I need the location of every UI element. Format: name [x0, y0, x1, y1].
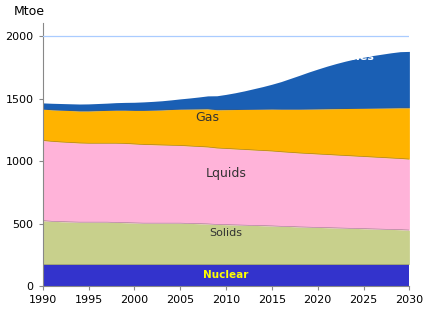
Text: Lquids: Lquids: [205, 167, 247, 180]
Text: Gas: Gas: [196, 111, 220, 124]
Text: Renewables: Renewables: [299, 52, 374, 62]
Text: Mtoe: Mtoe: [13, 5, 44, 18]
Text: Solids: Solids: [209, 228, 242, 238]
Text: Nuclear: Nuclear: [203, 270, 249, 281]
